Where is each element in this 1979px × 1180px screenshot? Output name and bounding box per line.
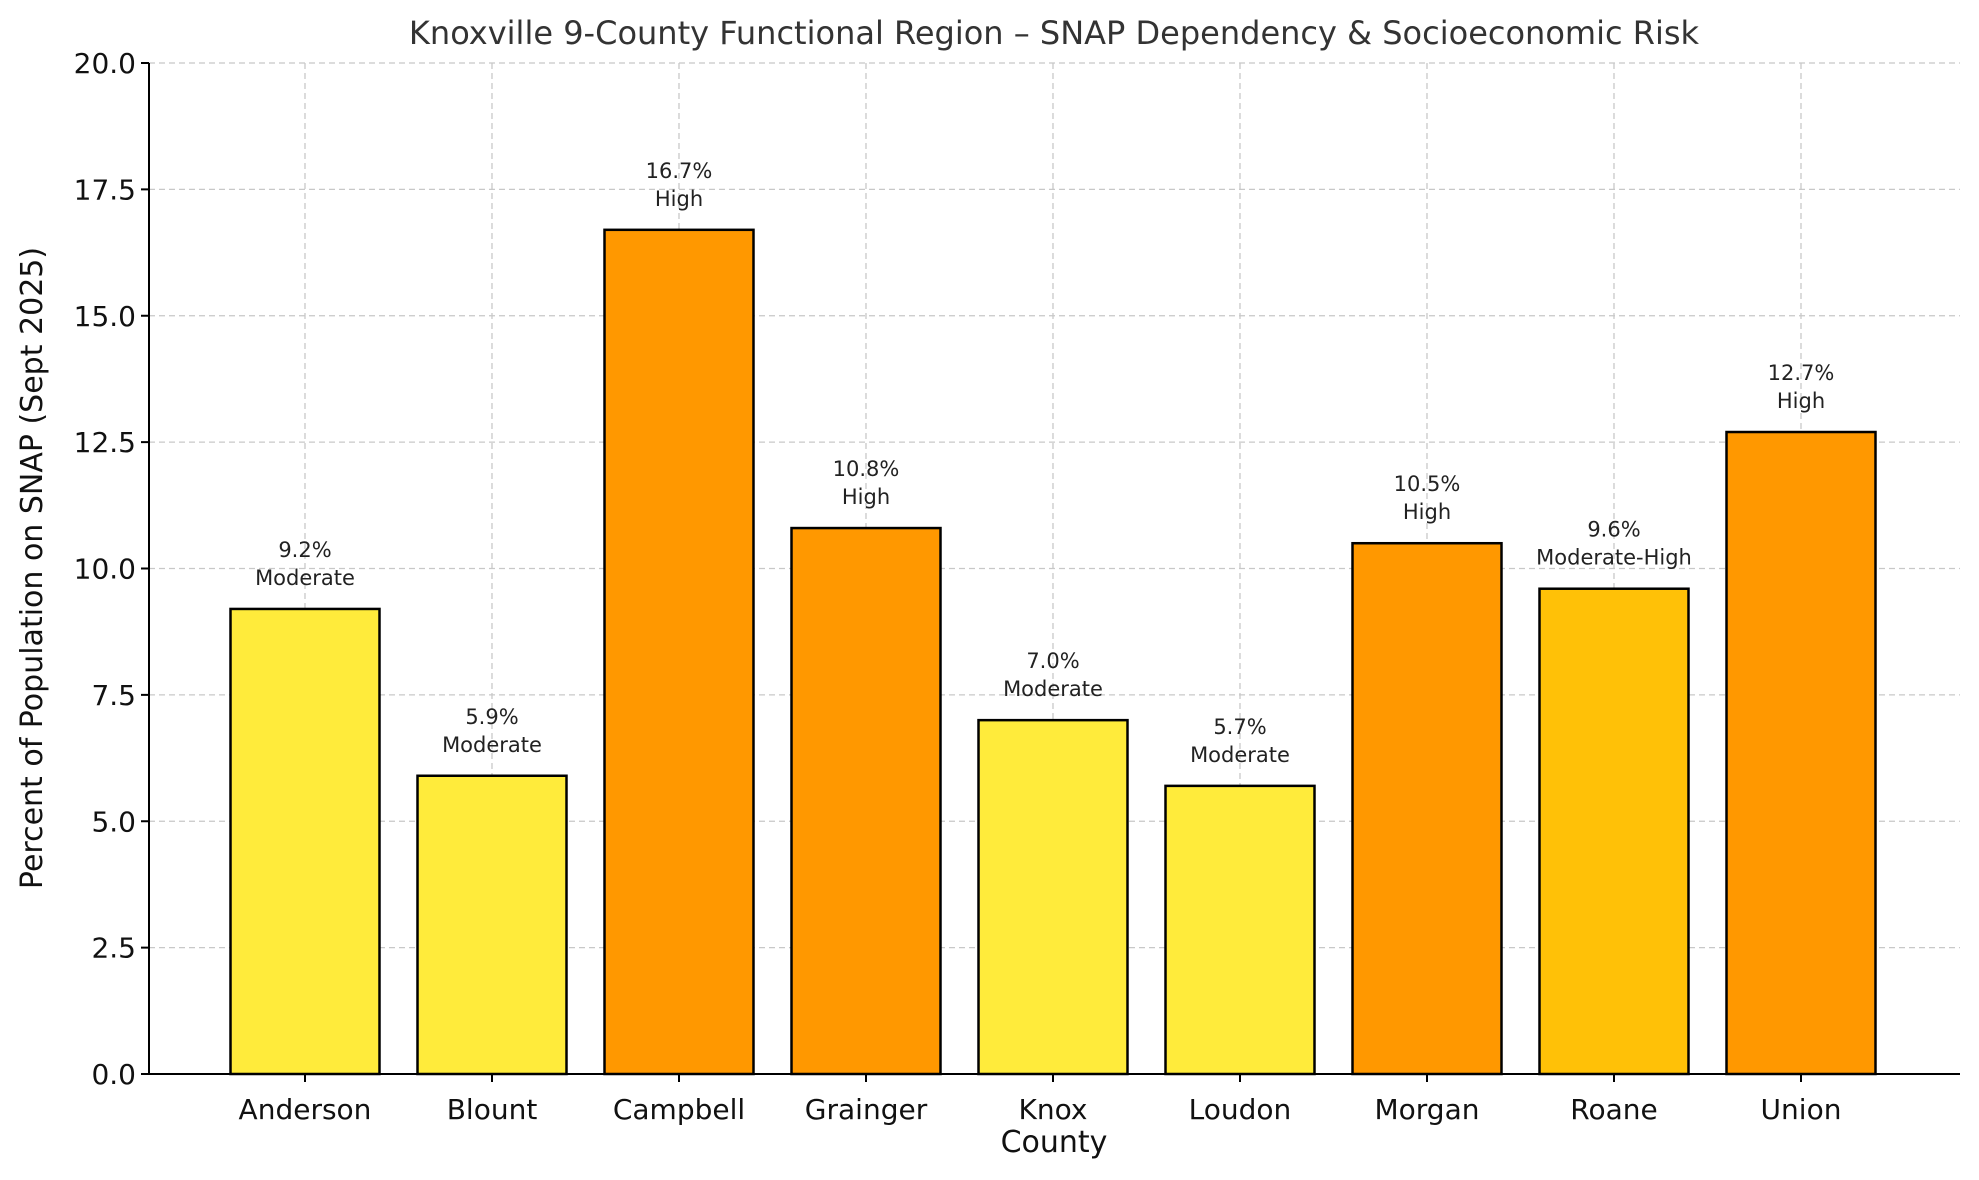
y-tick-label: 12.5 [74,426,136,459]
y-axis-ticks: 0.0 2.5 5.0 7.5 10.0 12.5 15.0 17.5 20.0 [74,47,149,1091]
bar-grainger [790,526,942,1076]
y-tick-label: 0.0 [91,1058,136,1091]
y-tick-label: 20.0 [74,47,136,80]
value-label: 16.7% [646,159,713,183]
bar-knox [977,718,1129,1076]
risk-label: High [842,485,890,509]
bars [229,228,1877,1076]
value-label: 5.9% [465,705,518,729]
y-tick-label: 5.0 [91,805,136,838]
chart-title: Knoxville 9-County Functional Region – S… [409,14,1700,52]
x-tick-label: Union [1761,1093,1842,1126]
bar-blount [416,774,568,1076]
x-tick-label: Blount [447,1093,538,1126]
bar-campbell [603,228,755,1076]
value-label: 7.0% [1026,649,1079,673]
bar-loudon [1164,784,1316,1076]
bar-union [1725,430,1877,1076]
risk-label: High [655,187,703,211]
y-axis-label: Percent of Population on SNAP (Sept 2025… [15,247,50,889]
risk-label: Moderate [1190,743,1290,767]
value-label: 12.7% [1768,361,1835,385]
bar-anderson [229,607,381,1076]
x-tick-label: Grainger [805,1093,928,1126]
y-tick-label: 15.0 [74,300,136,333]
value-label: 10.5% [1394,472,1461,496]
risk-label: Moderate [442,733,542,757]
y-tick-label: 17.5 [74,173,136,206]
x-tick-label: Anderson [239,1093,372,1126]
x-tick-label: Loudon [1189,1093,1292,1126]
y-tick-label: 2.5 [91,932,136,965]
x-axis-label: County [1001,1125,1108,1160]
x-tick-label: Campbell [613,1093,745,1126]
bar-annotations: 9.2% Moderate 5.9% Moderate 16.7% High 10.8% Hi… [255,159,1834,767]
value-label: 10.8% [833,457,900,481]
value-label: 9.2% [278,538,331,562]
y-tick-label: 7.5 [91,679,136,712]
risk-label: Moderate-High [1536,546,1692,570]
risk-label: High [1777,389,1825,413]
y-tick-label: 10.0 [74,553,136,586]
value-label: 9.6% [1587,518,1640,542]
bar-roane [1538,587,1690,1076]
risk-label: Moderate [1003,677,1103,701]
x-axis-ticks: Anderson Blount Campbell Grainger Knox Loudon… [239,1074,1842,1126]
bar-morgan [1351,541,1503,1076]
x-tick-label: Morgan [1375,1093,1480,1126]
risk-label: High [1403,500,1451,524]
x-tick-label: Roane [1570,1093,1657,1126]
x-tick-label: Knox [1019,1093,1088,1126]
value-label: 5.7% [1213,715,1266,739]
risk-label: Moderate [255,566,355,590]
